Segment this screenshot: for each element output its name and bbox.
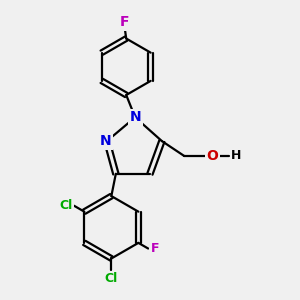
Text: Cl: Cl (59, 199, 72, 212)
Text: F: F (151, 242, 159, 255)
Text: N: N (129, 110, 141, 124)
Text: Cl: Cl (105, 272, 118, 285)
Text: N: N (100, 134, 111, 148)
Text: O: O (206, 149, 218, 163)
Text: H: H (231, 149, 242, 162)
Text: F: F (120, 15, 130, 29)
